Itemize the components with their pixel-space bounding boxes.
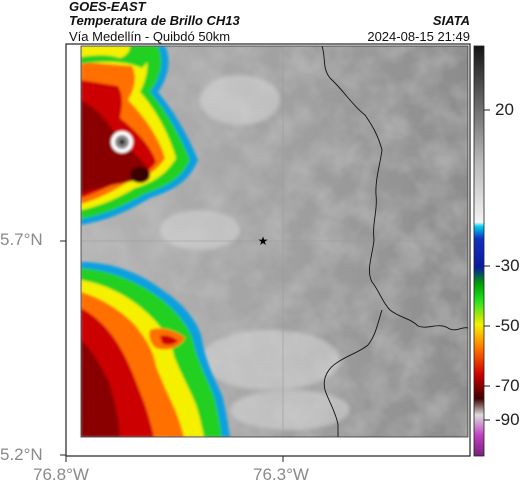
colorbar-tick: -30 xyxy=(495,256,520,275)
satellite-title: GOES-EAST xyxy=(69,0,146,14)
colorbar xyxy=(473,45,485,457)
region-subtitle: Vía Medellín - Quibdó 50km xyxy=(69,29,231,44)
colorbar-tick: -50 xyxy=(495,316,520,335)
colorbar-tick: -90 xyxy=(495,410,520,429)
timestamp-label: 2024-08-15 21:49 xyxy=(367,29,470,44)
storm-cell-south xyxy=(81,262,230,437)
boundary-line-south xyxy=(323,309,383,437)
lon-label-76-3: 76.3°W xyxy=(253,465,309,484)
colorbar-tick: 20 xyxy=(495,100,514,119)
lat-label-5-2: 5.2°N xyxy=(0,445,43,464)
lon-label-76-8: 76.8°W xyxy=(33,465,89,484)
boundary-line xyxy=(321,46,468,331)
storm-cell-north xyxy=(81,46,198,225)
lat-label-5-7: 5.7°N xyxy=(0,230,43,249)
product-title: Temperatura de Brillo CH13 xyxy=(69,13,240,28)
star-icon: ★ xyxy=(258,234,269,248)
colorbar-tick: -70 xyxy=(495,376,520,395)
agency-label: SIATA xyxy=(432,13,470,28)
